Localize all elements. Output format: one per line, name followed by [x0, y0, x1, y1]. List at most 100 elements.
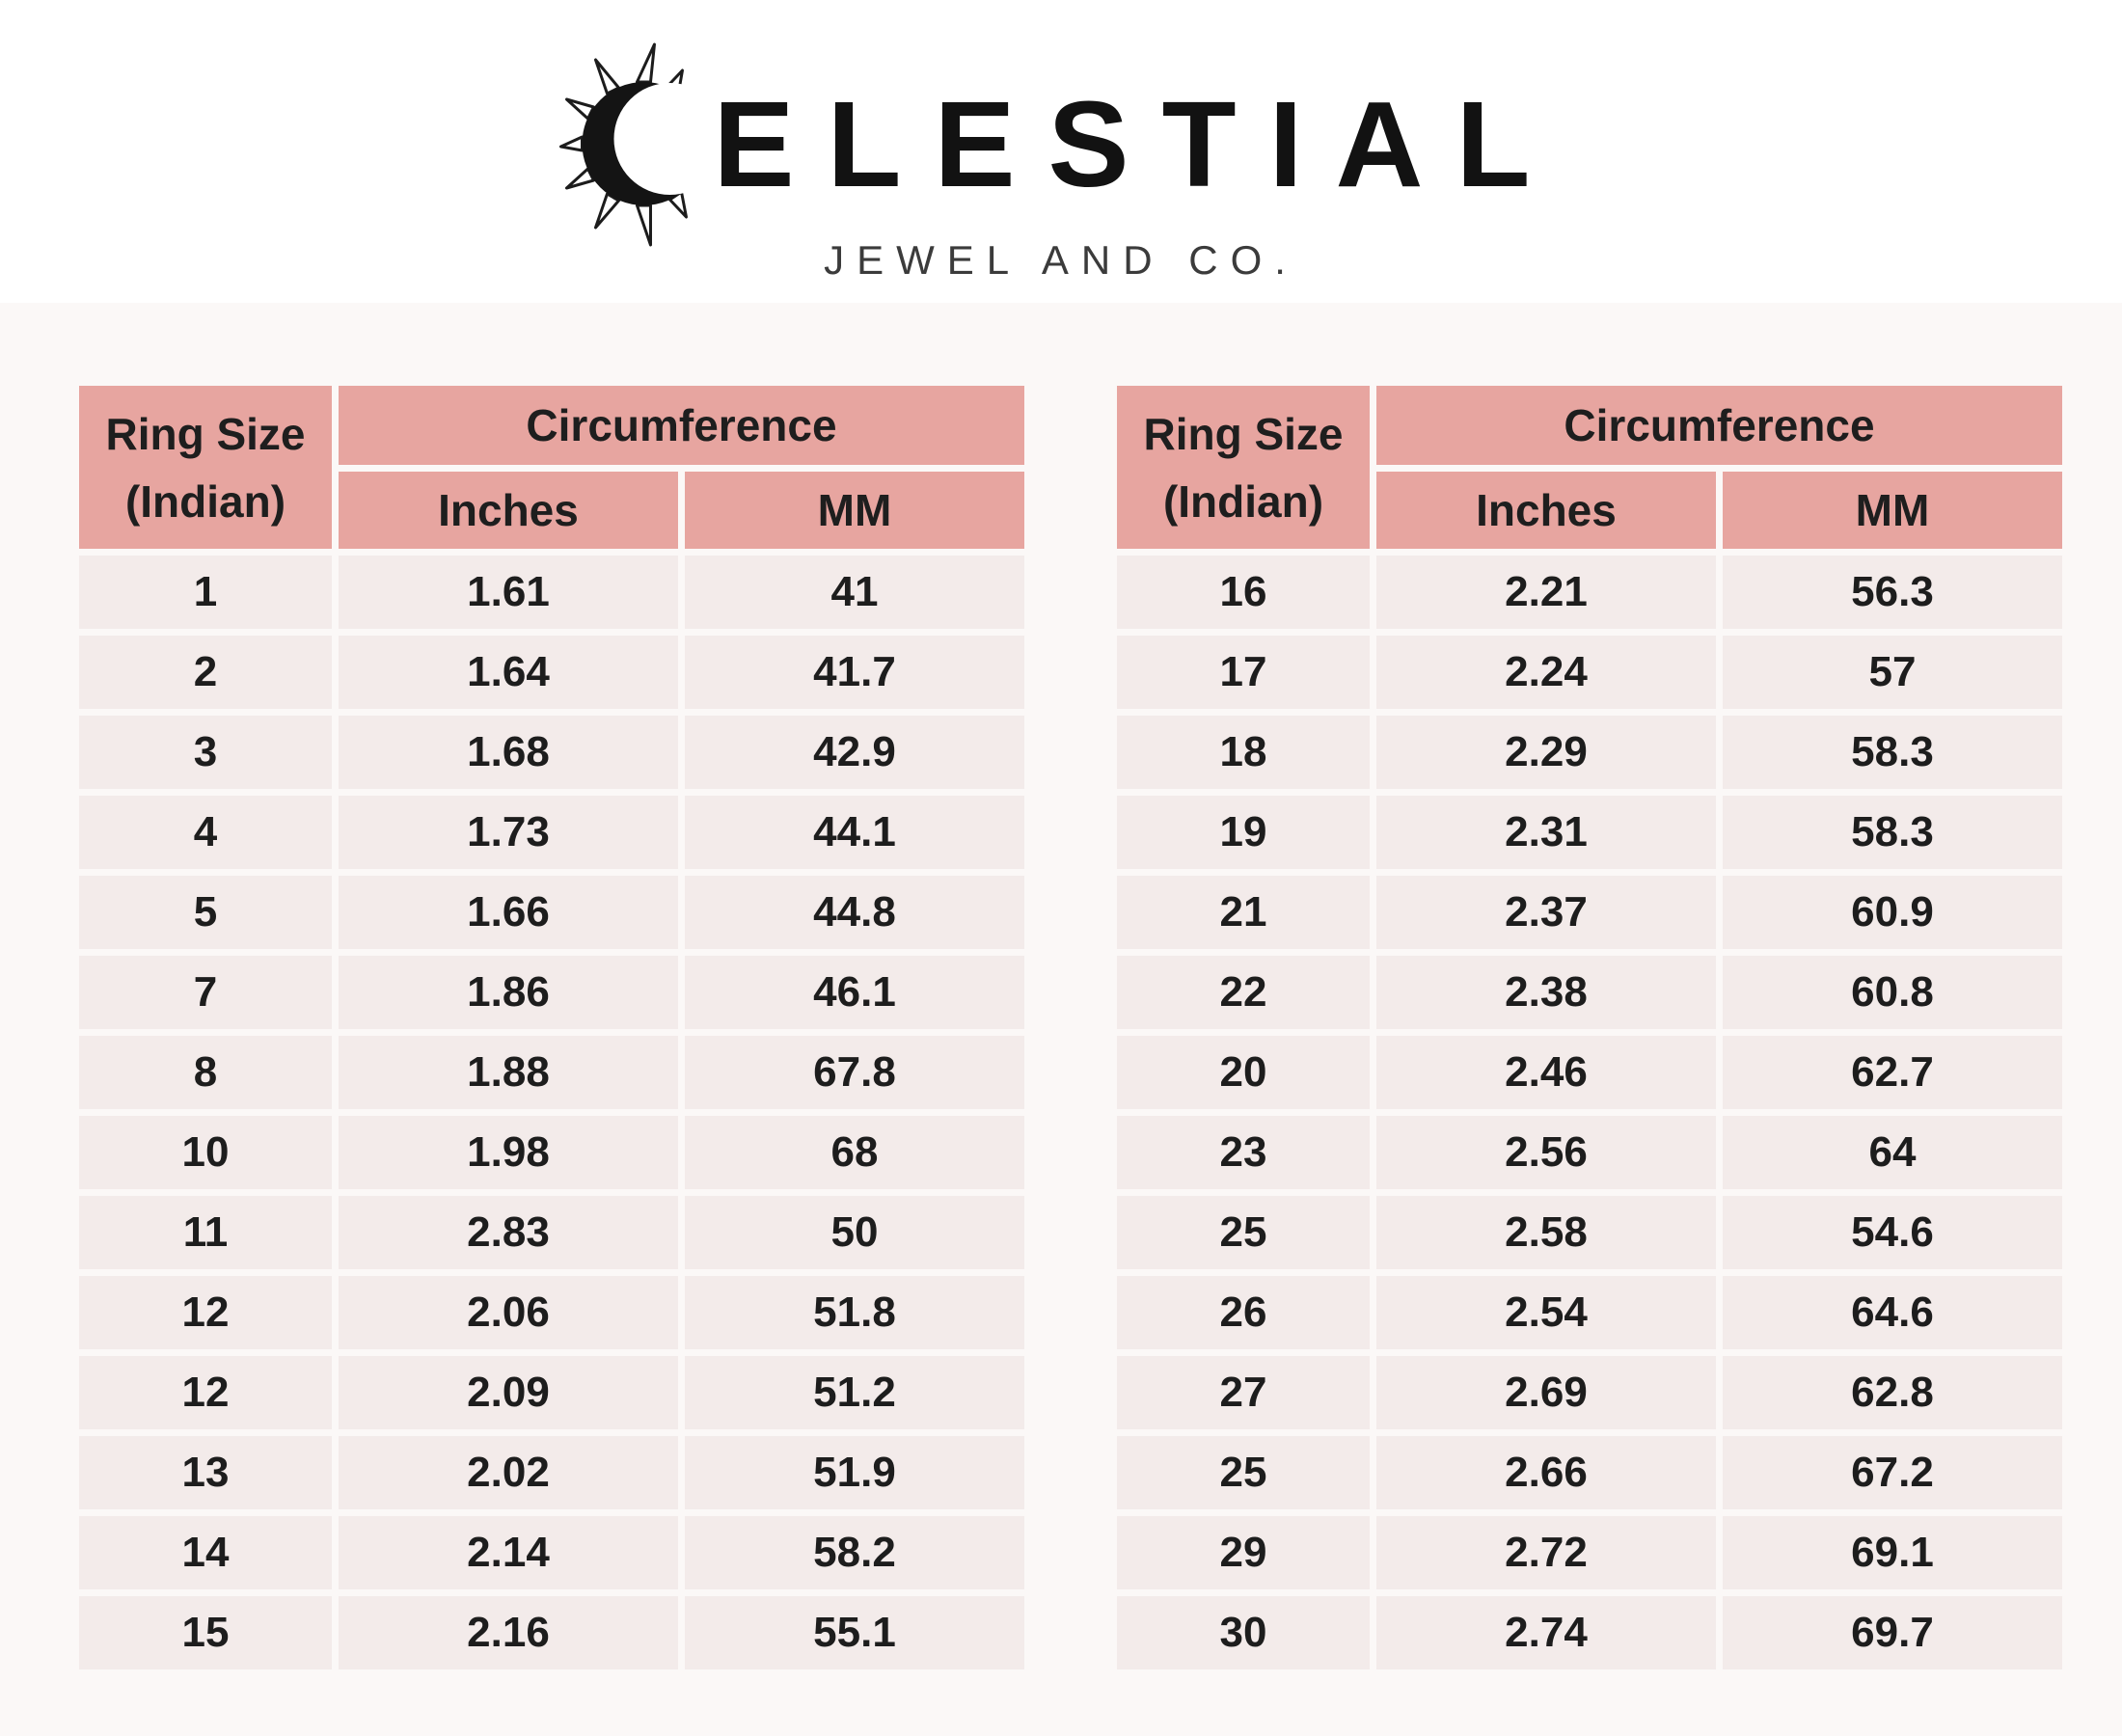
table-cell: 25 [1117, 1436, 1370, 1509]
table-cell: 51.8 [685, 1276, 1024, 1349]
table-cell: 1.68 [339, 716, 678, 789]
table-cell: 12 [79, 1276, 332, 1349]
table-cell: 42.9 [685, 716, 1024, 789]
table-cell: 41 [685, 556, 1024, 629]
table-cell: 2.14 [339, 1516, 678, 1589]
table-cell: 5 [79, 876, 332, 949]
table-cell: 1 [79, 556, 332, 629]
ring-size-sublabel: (Indian) [124, 475, 286, 527]
table-cell: 4 [79, 796, 332, 869]
table-cell: 16 [1117, 556, 1370, 629]
table-cell: 11 [79, 1196, 332, 1269]
brand-name: ELESTIAL [713, 76, 1564, 212]
table-cell: 2.83 [339, 1196, 678, 1269]
table-cell: 2.58 [1376, 1196, 1716, 1269]
table-cell: 2.46 [1376, 1036, 1716, 1109]
table-cell: 1.98 [339, 1116, 678, 1189]
table-cell: 67.2 [1723, 1436, 2062, 1509]
table-cell: 67.8 [685, 1036, 1024, 1109]
table-cell: 2.56 [1376, 1116, 1716, 1189]
table-cell: 51.9 [685, 1436, 1024, 1509]
crescent-sun-icon [558, 41, 704, 248]
table-cell: 56.3 [1723, 556, 2062, 629]
table-cell: 69.7 [1723, 1596, 2062, 1669]
table-cell: 2.02 [339, 1436, 678, 1509]
table-cell: 44.1 [685, 796, 1024, 869]
table-cell: 15 [79, 1596, 332, 1669]
table-header-mm: MM [685, 472, 1024, 549]
ring-size-sublabel: (Indian) [1162, 475, 1324, 527]
table-cell: 58.3 [1723, 716, 2062, 789]
table-cell: 2 [79, 636, 332, 709]
table-cell: 7 [79, 956, 332, 1029]
table-cell: 25 [1117, 1196, 1370, 1269]
table-cell: 30 [1117, 1596, 1370, 1669]
table-cell: 41.7 [685, 636, 1024, 709]
table-cell: 68 [685, 1116, 1024, 1189]
table-cell: 60.8 [1723, 956, 2062, 1029]
table-cell: 2.24 [1376, 636, 1716, 709]
table-cell: 27 [1117, 1356, 1370, 1429]
table-header-ring-size: Ring Size (Indian) [79, 386, 332, 549]
table-cell: 22 [1117, 956, 1370, 1029]
table-cell: 57 [1723, 636, 2062, 709]
table-cell: 69.1 [1723, 1516, 2062, 1589]
table-cell: 54.6 [1723, 1196, 2062, 1269]
table-cell: 44.8 [685, 876, 1024, 949]
table-cell: 1.64 [339, 636, 678, 709]
table-cell: 3 [79, 716, 332, 789]
table-cell: 29 [1117, 1516, 1370, 1589]
table-cell: 23 [1117, 1116, 1370, 1189]
ring-size-label: Ring Size [105, 408, 306, 459]
table-cell: 2.54 [1376, 1276, 1716, 1349]
table-cell: 10 [79, 1116, 332, 1189]
table-cell: 18 [1117, 716, 1370, 789]
table-cell: 2.06 [339, 1276, 678, 1349]
table-header-circumference: Circumference [1376, 386, 2062, 465]
table-cell: 26 [1117, 1276, 1370, 1349]
table-cell: 2.31 [1376, 796, 1716, 869]
table-header-inches: Inches [339, 472, 678, 549]
ring-size-label: Ring Size [1143, 408, 1344, 459]
table-header-ring-size: Ring Size (Indian) [1117, 386, 1370, 549]
table-cell: 1.73 [339, 796, 678, 869]
table-cell: 2.16 [339, 1596, 678, 1669]
table-cell: 58.3 [1723, 796, 2062, 869]
table-cell: 2.09 [339, 1356, 678, 1429]
table-cell: 12 [79, 1356, 332, 1429]
brand-subtitle: JEWEL AND CO. [824, 237, 1298, 283]
table-cell: 21 [1117, 876, 1370, 949]
table-cell: 64.6 [1723, 1276, 2062, 1349]
table-cell: 2.72 [1376, 1516, 1716, 1589]
table-cell: 8 [79, 1036, 332, 1109]
table-header-circumference: Circumference [339, 386, 1024, 465]
table-cell: 62.8 [1723, 1356, 2062, 1429]
table-cell: 14 [79, 1516, 332, 1589]
brand-header: ELESTIAL [558, 41, 1563, 248]
table-cell: 19 [1117, 796, 1370, 869]
table-cell: 2.74 [1376, 1596, 1716, 1669]
table-header-inches: Inches [1376, 472, 1716, 549]
table-cell: 64 [1723, 1116, 2062, 1189]
table-cell: 2.37 [1376, 876, 1716, 949]
ring-size-table-left: Ring Size (Indian) Circumference Inches … [79, 386, 1024, 1669]
table-header-mm: MM [1723, 472, 2062, 549]
table-cell: 1.88 [339, 1036, 678, 1109]
table-cell: 2.21 [1376, 556, 1716, 629]
table-cell: 1.86 [339, 956, 678, 1029]
table-cell: 2.69 [1376, 1356, 1716, 1429]
table-cell: 60.9 [1723, 876, 2062, 949]
table-cell: 62.7 [1723, 1036, 2062, 1109]
table-cell: 55.1 [685, 1596, 1024, 1669]
table-cell: 46.1 [685, 956, 1024, 1029]
table-cell: 51.2 [685, 1356, 1024, 1429]
table-cell: 13 [79, 1436, 332, 1509]
table-cell: 2.38 [1376, 956, 1716, 1029]
table-cell: 50 [685, 1196, 1024, 1269]
table-cell: 1.66 [339, 876, 678, 949]
table-cell: 20 [1117, 1036, 1370, 1109]
table-cell: 58.2 [685, 1516, 1024, 1589]
table-cell: 2.66 [1376, 1436, 1716, 1509]
ring-size-table-right: Ring Size (Indian) Circumference Inches … [1117, 386, 2062, 1669]
